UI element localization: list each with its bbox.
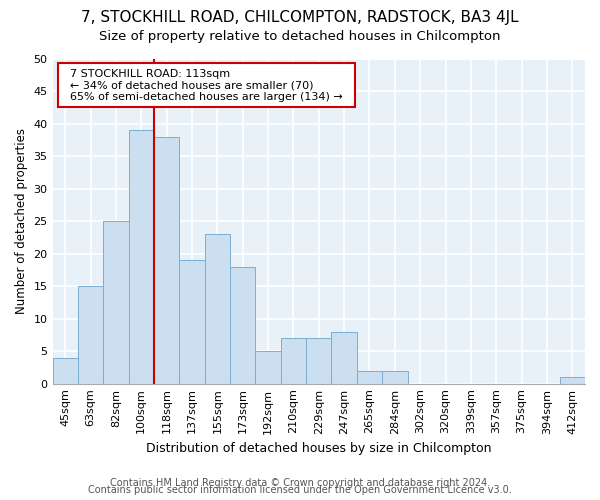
Bar: [560, 377, 585, 384]
Bar: [256, 351, 281, 384]
Bar: [179, 260, 205, 384]
Bar: [281, 338, 306, 384]
Bar: [306, 338, 331, 384]
Text: 7, STOCKHILL ROAD, CHILCOMPTON, RADSTOCK, BA3 4JL: 7, STOCKHILL ROAD, CHILCOMPTON, RADSTOCK…: [81, 10, 519, 25]
Bar: [154, 137, 179, 384]
Bar: [128, 130, 154, 384]
Bar: [205, 234, 230, 384]
Bar: [78, 286, 103, 384]
X-axis label: Distribution of detached houses by size in Chilcompton: Distribution of detached houses by size …: [146, 442, 491, 455]
Bar: [53, 358, 78, 384]
Bar: [331, 332, 357, 384]
Text: Contains public sector information licensed under the Open Government Licence v3: Contains public sector information licen…: [88, 485, 512, 495]
Text: Contains HM Land Registry data © Crown copyright and database right 2024.: Contains HM Land Registry data © Crown c…: [110, 478, 490, 488]
Bar: [230, 267, 256, 384]
Y-axis label: Number of detached properties: Number of detached properties: [15, 128, 28, 314]
Text: Size of property relative to detached houses in Chilcompton: Size of property relative to detached ho…: [99, 30, 501, 43]
Bar: [357, 370, 382, 384]
Bar: [103, 222, 128, 384]
Text: 7 STOCKHILL ROAD: 113sqm  
  ← 34% of detached houses are smaller (70)  
  65% o: 7 STOCKHILL ROAD: 113sqm ← 34% of detach…: [63, 68, 350, 102]
Bar: [382, 370, 407, 384]
